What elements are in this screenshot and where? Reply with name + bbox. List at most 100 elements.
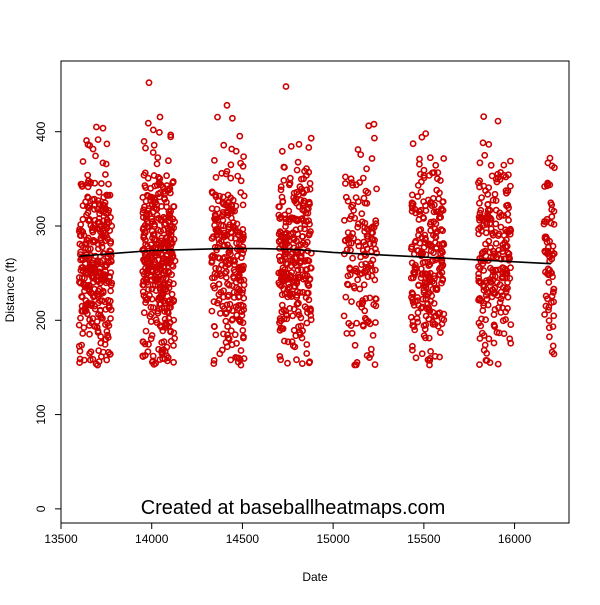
data-point (364, 189, 372, 197)
data-point (364, 318, 372, 326)
data-point (285, 207, 293, 215)
data-point (212, 331, 220, 339)
data-point (103, 191, 111, 199)
data-point (214, 226, 222, 234)
data-point (420, 281, 428, 289)
data-point (299, 288, 307, 296)
data-point (102, 171, 109, 178)
data-point (139, 352, 147, 360)
data-point (370, 120, 378, 128)
data-point (409, 318, 417, 325)
data-point (237, 177, 245, 185)
data-point (482, 277, 490, 285)
data-point (99, 208, 107, 216)
data-point (224, 280, 231, 288)
data-point (87, 178, 95, 186)
data-point (96, 265, 104, 272)
data-point (506, 274, 514, 282)
data-point (240, 192, 248, 200)
data-point (292, 195, 300, 203)
data-point (504, 249, 512, 257)
data-point (276, 352, 284, 360)
data-point (408, 191, 416, 199)
data-point (142, 240, 149, 248)
data-point (436, 329, 444, 336)
data-point (543, 215, 551, 223)
data-point (275, 269, 283, 277)
data-point (275, 237, 283, 245)
data-point (428, 292, 436, 300)
data-point (430, 169, 438, 176)
data-point (417, 226, 425, 233)
data-point (282, 223, 289, 230)
data-point (544, 295, 551, 303)
data-point (437, 226, 445, 233)
data-point (504, 171, 512, 179)
data-point (97, 314, 105, 321)
data-point (420, 198, 427, 205)
data-point (356, 270, 364, 278)
data-point (307, 228, 314, 235)
data-point (548, 162, 556, 170)
data-point (489, 196, 497, 204)
data-point (417, 265, 425, 273)
data-point (222, 317, 230, 325)
data-point (548, 348, 556, 356)
data-point (285, 242, 293, 250)
data-point (234, 172, 242, 180)
data-point (303, 319, 311, 327)
data-point (285, 181, 293, 189)
data-point (475, 319, 483, 327)
data-point (305, 359, 313, 367)
data-point (412, 354, 420, 362)
data-point (408, 289, 416, 297)
data-point (103, 261, 110, 269)
data-point (282, 83, 290, 90)
data-point (432, 285, 440, 293)
data-point (293, 166, 301, 174)
data-point (102, 321, 109, 328)
data-point (348, 329, 356, 337)
data-point (104, 334, 112, 341)
data-point (170, 203, 177, 211)
data-point (99, 124, 107, 132)
data-point (107, 213, 114, 221)
data-point (422, 321, 430, 329)
data-point (541, 247, 549, 255)
data-point (156, 286, 164, 294)
data-point (208, 205, 216, 212)
data-point (486, 277, 494, 285)
data-point (352, 181, 360, 189)
data-point (301, 303, 309, 311)
data-point (358, 261, 365, 268)
x-tick-label: 16000 (498, 532, 532, 546)
data-point (492, 240, 500, 247)
data-point (439, 275, 447, 283)
data-point (500, 161, 508, 169)
data-point (546, 154, 554, 162)
data-point (79, 158, 87, 165)
data-point (342, 236, 349, 244)
data-point (494, 117, 502, 125)
data-point (543, 182, 551, 190)
data-point (426, 260, 434, 268)
data-point (79, 215, 87, 223)
data-point (161, 347, 169, 355)
data-point (340, 250, 348, 258)
data-point (474, 179, 482, 187)
data-point (427, 347, 434, 355)
data-point (342, 193, 350, 201)
data-point (78, 293, 86, 301)
data-point (440, 241, 448, 248)
data-point (216, 350, 224, 358)
data-point (545, 278, 553, 286)
data-point (291, 343, 299, 351)
data-point (296, 183, 304, 191)
data-point (425, 315, 433, 323)
data-point (352, 265, 360, 273)
data-point (491, 323, 499, 330)
data-point (235, 293, 242, 301)
data-point (92, 152, 99, 160)
data-point (210, 356, 218, 364)
trend-line (79, 247, 551, 265)
